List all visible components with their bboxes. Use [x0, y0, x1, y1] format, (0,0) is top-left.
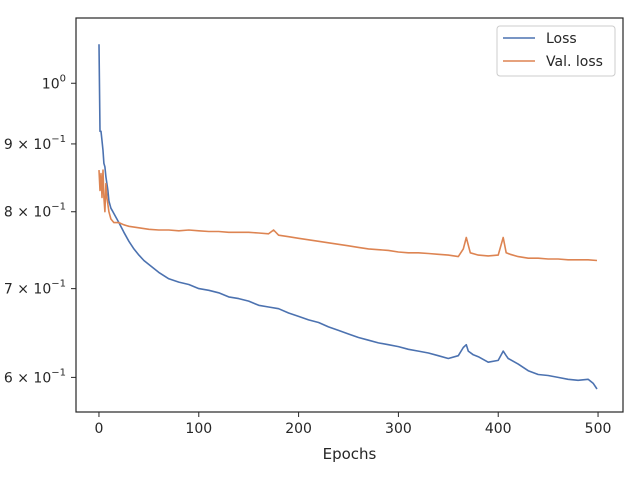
series-layer [98, 44, 598, 390]
series-line-val-loss [98, 169, 598, 262]
series-line-loss [98, 44, 598, 390]
x-tick-label: 400 [485, 421, 512, 437]
x-tick-label: 0 [94, 421, 103, 437]
plot-frame [75, 17, 624, 413]
y-tick-label: 100 [42, 73, 66, 92]
y-ticks: 100 9 × 10−1 8 × 10−1 7 × 10−1 6 × 10−1 [4, 73, 76, 386]
legend-label-loss: Loss [546, 31, 577, 47]
x-tick-label: 200 [285, 421, 312, 437]
x-tick-label: 100 [185, 421, 212, 437]
y-tick-label: 7 × 10−1 [4, 279, 66, 298]
legend: Loss Val. loss [496, 25, 616, 77]
x-tick-label: 500 [585, 421, 612, 437]
x-axis-label: Epochs [323, 445, 377, 463]
y-tick-label: 6 × 10−1 [4, 367, 66, 386]
y-tick-label: 9 × 10−1 [4, 134, 66, 153]
x-ticks: 0 100 200 300 400 500 [94, 412, 611, 437]
y-tick-label: 8 × 10−1 [4, 202, 66, 221]
x-tick-label: 300 [385, 421, 412, 437]
legend-label-val-loss: Val. loss [546, 54, 603, 70]
